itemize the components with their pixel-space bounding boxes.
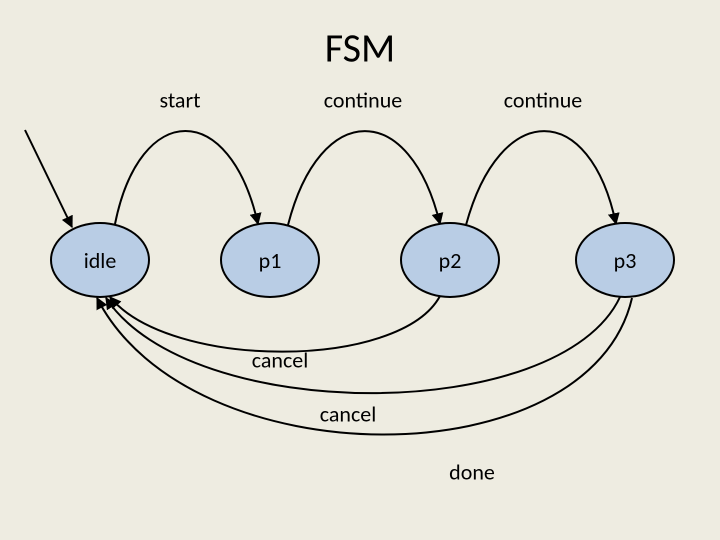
edge-continue1 <box>288 131 440 225</box>
edge-start <box>115 131 258 224</box>
state-p3: p3 <box>575 222 675 298</box>
edge-label-cancel1: cancel <box>252 347 309 374</box>
edge-cancel1 <box>110 296 440 352</box>
edge-label-cancel2: cancel <box>320 401 377 428</box>
state-p1: p1 <box>220 222 320 298</box>
state-label-idle: idle <box>84 247 117 274</box>
edge-cancel2 <box>106 297 620 393</box>
edge-label-done: done <box>449 459 495 486</box>
diagram-stage: FSM start continue continue cancel cancel don… <box>0 0 720 540</box>
diagram-title: FSM <box>325 24 395 73</box>
edge-continue2 <box>466 131 616 225</box>
state-label-p2: p2 <box>439 247 462 274</box>
edge-label-continue1: continue <box>324 87 402 114</box>
edge-label-continue2: continue <box>504 87 582 114</box>
edge-label-start: start <box>159 87 200 114</box>
edge-initial <box>25 130 72 227</box>
state-p2: p2 <box>400 222 500 298</box>
state-label-p3: p3 <box>614 247 637 274</box>
state-label-p1: p1 <box>259 247 282 274</box>
state-idle: idle <box>50 222 150 298</box>
